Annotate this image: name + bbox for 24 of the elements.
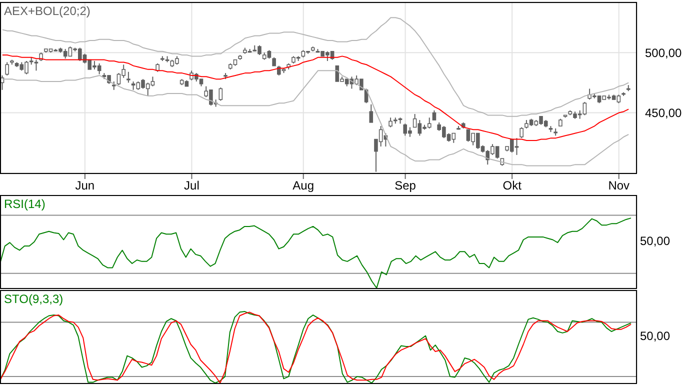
candlestick [34, 59, 38, 72]
x-tick-label: Jun [75, 178, 95, 193]
text: 50,00 [640, 234, 670, 248]
line-series [2, 54, 630, 141]
candlestick [388, 117, 392, 128]
x-tick-label: Okt [502, 178, 522, 193]
candlestick [432, 110, 436, 121]
y-tick-label: 450,00 [645, 106, 682, 120]
candlestick [520, 126, 524, 139]
chart-title: STO(9,3,3) [4, 292, 64, 306]
y-tick-label: 500,00 [645, 46, 682, 60]
candlestick [218, 87, 223, 102]
chart-title: RSI(14) [4, 197, 46, 211]
x-tick-label: Jul [184, 178, 200, 193]
line-series [2, 17, 630, 117]
candlestick [5, 62, 9, 76]
candlestick [369, 104, 374, 123]
x-tick-label: Sep [394, 178, 416, 193]
x-tick-label: Aug [292, 178, 314, 193]
text: 50,00 [640, 328, 670, 342]
candlestick [126, 71, 130, 84]
x-tick-label: Nov [608, 178, 630, 193]
line-series [2, 70, 630, 166]
chart-title: AEX+BOL(20;2) [4, 4, 90, 18]
